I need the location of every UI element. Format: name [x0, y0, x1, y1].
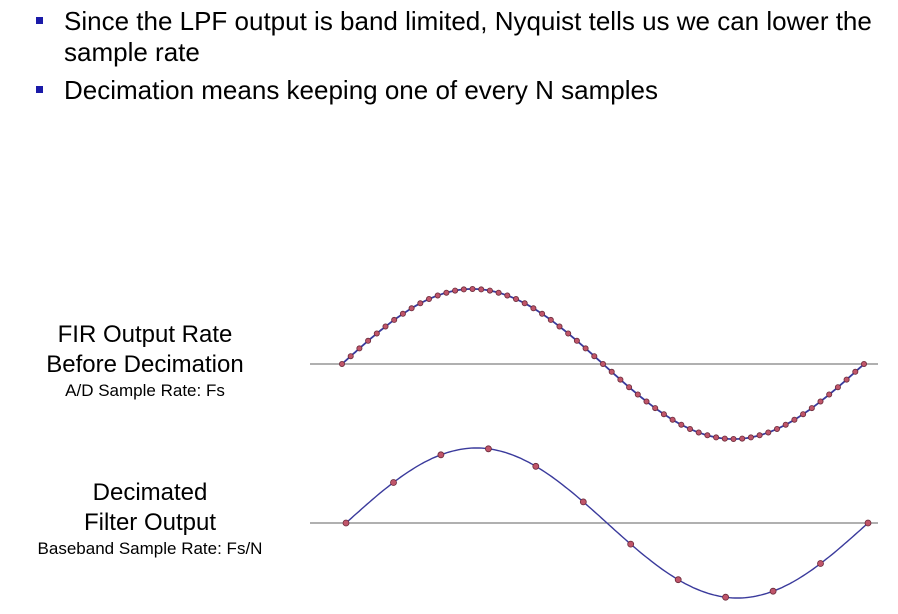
- sample-point: [425, 295, 432, 302]
- sample-point: [765, 429, 772, 436]
- sample-point: [704, 432, 711, 439]
- sample-point: [521, 300, 528, 307]
- sample-point: [573, 337, 580, 344]
- sample-point: [547, 316, 554, 323]
- sample-point: [674, 576, 682, 584]
- sample-point: [730, 435, 737, 442]
- sample-point: [627, 540, 635, 548]
- panel-title-line1: Decimated: [92, 479, 208, 506]
- sample-point: [486, 287, 493, 294]
- sample-point: [338, 360, 345, 367]
- sample-point: [826, 391, 833, 398]
- panel-subtitle: A/D Sample Rate: Fs: [65, 381, 225, 400]
- sample-point: [817, 398, 824, 405]
- sample-point: [739, 435, 746, 442]
- fir-output-label: FIR Output Rate Before Decimation A/D Sa…: [30, 320, 260, 402]
- sample-point: [365, 337, 372, 344]
- sample-point: [356, 345, 363, 352]
- sample-point: [532, 462, 540, 470]
- sample-point: [769, 587, 777, 595]
- bullet-list: Since the LPF output is band limited, Ny…: [30, 6, 890, 113]
- sample-point: [864, 519, 872, 527]
- sample-point: [495, 289, 502, 296]
- sample-point: [643, 398, 650, 405]
- sample-point: [652, 405, 659, 412]
- bullet-item: Since the LPF output is band limited, Ny…: [30, 6, 890, 68]
- sample-point: [443, 289, 450, 296]
- sample-point: [373, 330, 380, 337]
- sample-point: [747, 434, 754, 441]
- bullet-square-icon: [36, 17, 43, 24]
- sample-point: [617, 376, 624, 383]
- sample-point: [834, 384, 841, 391]
- sample-point: [399, 310, 406, 317]
- bullet-square-icon: [36, 86, 43, 93]
- panel-title-line2: Filter Output: [83, 509, 217, 536]
- sample-point: [695, 429, 702, 436]
- decimated-output-label: Decimated Filter Output Baseband Sample …: [0, 478, 300, 560]
- sample-point: [687, 425, 694, 432]
- sample-point: [600, 360, 607, 367]
- panel-subtitle: Baseband Sample Rate: Fs/N: [37, 539, 263, 558]
- sample-point: [669, 416, 676, 423]
- sample-point: [417, 300, 424, 307]
- sine-curve: [345, 447, 869, 599]
- bullet-text: Since the LPF output is band limited, Ny…: [64, 6, 872, 67]
- sample-point: [722, 593, 729, 601]
- sample-point: [660, 411, 667, 418]
- sample-point: [460, 286, 467, 293]
- sample-point: [484, 445, 492, 453]
- sample-point: [582, 345, 589, 352]
- sample-point: [478, 286, 485, 293]
- sample-point: [782, 421, 789, 428]
- sample-point: [861, 360, 868, 367]
- sample-point: [342, 519, 350, 527]
- sample-point: [469, 285, 476, 292]
- sample-point: [382, 323, 389, 330]
- sample-point: [437, 451, 445, 459]
- sample-point: [791, 416, 798, 423]
- sample-point: [608, 368, 615, 375]
- sample-point: [713, 434, 720, 441]
- sample-point: [774, 425, 781, 432]
- sample-point: [556, 323, 563, 330]
- bullet-item: Decimation means keeping one of every N …: [30, 75, 890, 106]
- sample-point: [591, 353, 598, 360]
- sample-point: [452, 287, 459, 294]
- sample-point: [390, 479, 397, 486]
- sample-point: [504, 292, 511, 299]
- sample-point: [678, 421, 685, 428]
- sample-point: [565, 330, 572, 337]
- sample-point: [408, 305, 415, 312]
- sample-point: [817, 560, 824, 567]
- sample-point: [391, 316, 398, 323]
- bullet-text: Decimation means keeping one of every N …: [64, 75, 658, 105]
- sample-point: [539, 310, 546, 317]
- sample-point: [579, 498, 587, 506]
- sample-point: [626, 384, 633, 391]
- panel-title-line1: FIR Output Rate: [57, 321, 233, 348]
- sample-point: [513, 295, 520, 302]
- sample-point: [808, 405, 815, 412]
- sample-point: [800, 411, 807, 418]
- panel-title-line2: Before Decimation: [46, 351, 244, 378]
- sample-point: [347, 353, 354, 360]
- sample-point: [634, 391, 641, 398]
- sample-point: [852, 368, 859, 375]
- sample-point: [756, 432, 763, 439]
- sample-point: [530, 305, 537, 312]
- sample-point: [721, 435, 728, 442]
- sample-point: [843, 376, 850, 383]
- sample-point: [434, 292, 441, 299]
